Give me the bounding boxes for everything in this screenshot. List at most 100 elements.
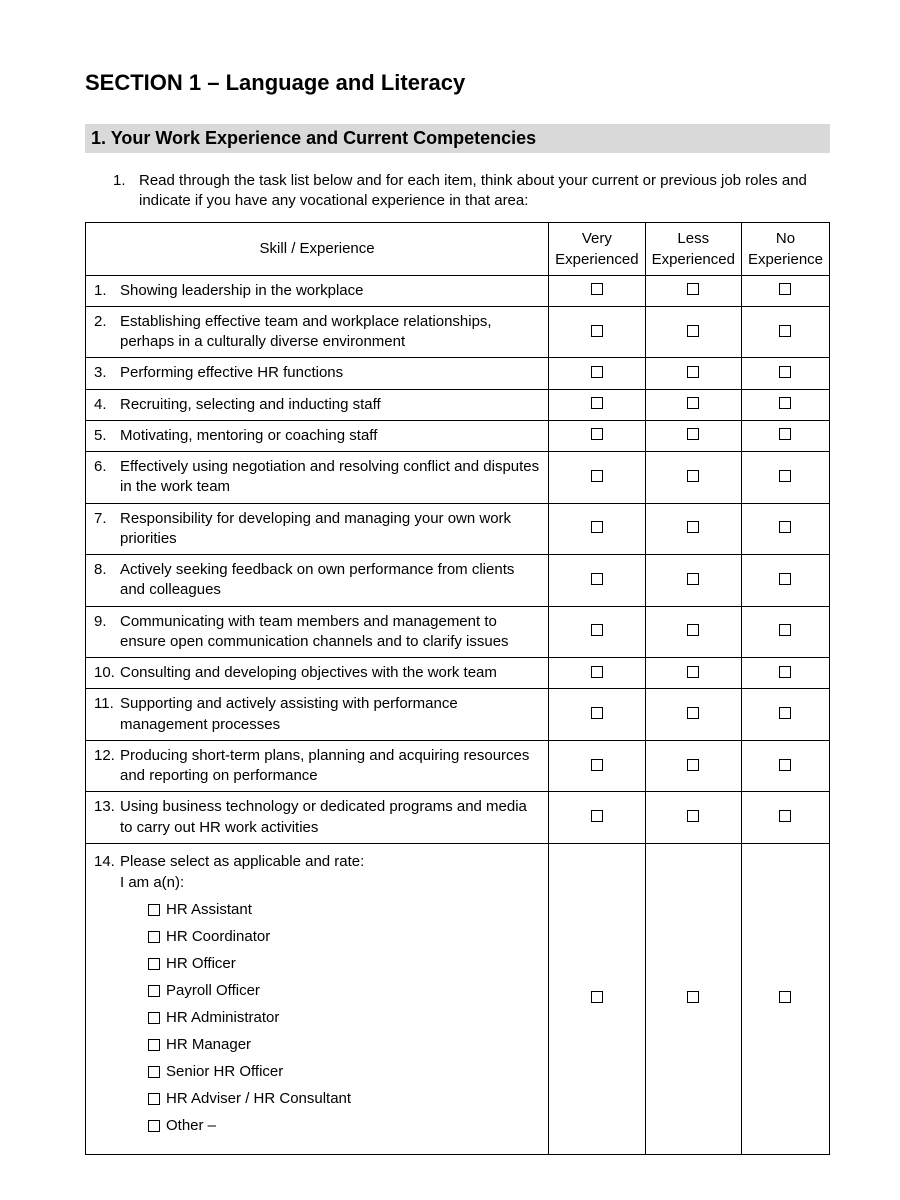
checkbox-icon[interactable] [779,397,791,409]
rating-cell [741,389,829,420]
checkbox-icon[interactable] [779,759,791,771]
rating-cell [549,792,645,844]
skill-text: Effectively using negotiation and resolv… [120,457,542,498]
checkbox-icon[interactable] [687,366,699,378]
checkbox-icon[interactable] [779,325,791,337]
rating-cell [645,358,741,389]
checkbox-icon[interactable] [687,666,699,678]
checkbox-icon[interactable] [591,573,603,585]
table-row: 12.Producing short-term plans, planning … [86,740,830,792]
checkbox-icon[interactable] [591,428,603,440]
role-option: HR Administrator [148,1009,542,1026]
skill-text: Motivating, mentoring or coaching staff [120,426,542,446]
checkbox-icon[interactable] [591,325,603,337]
checkbox-icon[interactable] [591,624,603,636]
checkbox-icon[interactable] [591,470,603,482]
checkbox-icon[interactable] [591,521,603,533]
role-option: HR Coordinator [148,928,542,945]
role-option: HR Adviser / HR Consultant [148,1090,542,1107]
skill-text: Performing effective HR functions [120,363,542,383]
checkbox-icon[interactable] [148,985,160,997]
role-option-label: HR Officer [166,955,236,972]
rating-cell [741,689,829,741]
rating-cell [549,740,645,792]
rating-cell [549,306,645,358]
checkbox-icon[interactable] [779,573,791,585]
role-lead-text: Please select as applicable and rate: [120,852,542,872]
checkbox-icon[interactable] [687,759,699,771]
checkbox-icon[interactable] [148,931,160,943]
checkbox-icon[interactable] [687,707,699,719]
table-row: 4.Recruiting, selecting and inducting st… [86,389,830,420]
checkbox-icon[interactable] [687,573,699,585]
checkbox-icon[interactable] [687,325,699,337]
checkbox-icon[interactable] [687,624,699,636]
rating-cell [741,792,829,844]
checkbox-icon[interactable] [591,666,603,678]
rating-cell [741,503,829,555]
rating-cell [549,555,645,607]
table-row: 13.Using business technology or dedicate… [86,792,830,844]
rating-cell [741,843,829,1154]
checkbox-icon[interactable] [779,624,791,636]
skill-text: Consulting and developing objectives wit… [120,663,542,683]
skill-number: 6. [92,457,120,477]
table-row: 8.Actively seeking feedback on own perfo… [86,555,830,607]
table-row: 3.Performing effective HR functions [86,358,830,389]
checkbox-icon[interactable] [591,397,603,409]
checkbox-icon[interactable] [591,991,603,1003]
role-option-label: Payroll Officer [166,982,260,999]
checkbox-icon[interactable] [779,707,791,719]
checkbox-icon[interactable] [687,283,699,295]
skill-cell: 6.Effectively using negotiation and reso… [86,452,549,504]
checkbox-icon[interactable] [687,810,699,822]
checkbox-icon[interactable] [779,666,791,678]
role-list: HR Assistant HR Coordinator HR Officer Payr… [148,901,542,1134]
checkbox-icon[interactable] [591,366,603,378]
checkbox-icon[interactable] [687,470,699,482]
instruction-number: 1. [113,171,139,212]
checkbox-icon[interactable] [148,1012,160,1024]
checkbox-icon[interactable] [779,470,791,482]
rating-cell [549,275,645,306]
rating-cell [549,689,645,741]
checkbox-icon[interactable] [591,283,603,295]
checkbox-icon[interactable] [148,958,160,970]
skill-number: 5. [92,426,120,446]
skill-cell: 12.Producing short-term plans, planning … [86,740,549,792]
role-option: HR Officer [148,955,542,972]
checkbox-icon[interactable] [779,521,791,533]
skill-number: 9. [92,612,120,632]
checkbox-icon[interactable] [148,1039,160,1051]
table-row-roles: 14.Please select as applicable and rate:… [86,843,830,1154]
skill-number: 14. [92,852,120,872]
rating-cell [645,420,741,451]
checkbox-icon[interactable] [779,283,791,295]
skill-cell: 8.Actively seeking feedback on own perfo… [86,555,549,607]
checkbox-icon[interactable] [779,428,791,440]
checkbox-icon[interactable] [591,810,603,822]
rating-cell [645,606,741,658]
role-option: Payroll Officer [148,982,542,999]
skill-text: Establishing effective team and workplac… [120,312,542,353]
checkbox-icon[interactable] [148,1066,160,1078]
checkbox-icon[interactable] [687,991,699,1003]
rating-cell [645,740,741,792]
rating-cell [645,792,741,844]
checkbox-icon[interactable] [148,1120,160,1132]
skill-cell: 11.Supporting and actively assisting wit… [86,689,549,741]
checkbox-icon[interactable] [779,991,791,1003]
role-option: HR Assistant [148,901,542,918]
checkbox-icon[interactable] [687,521,699,533]
checkbox-icon[interactable] [687,397,699,409]
checkbox-icon[interactable] [591,759,603,771]
checkbox-icon[interactable] [148,1093,160,1105]
checkbox-icon[interactable] [148,904,160,916]
checkbox-icon[interactable] [779,366,791,378]
rating-cell [645,658,741,689]
checkbox-icon[interactable] [591,707,603,719]
role-option-label: HR Manager [166,1036,251,1053]
skill-text: Showing leadership in the workplace [120,281,542,301]
checkbox-icon[interactable] [779,810,791,822]
checkbox-icon[interactable] [687,428,699,440]
